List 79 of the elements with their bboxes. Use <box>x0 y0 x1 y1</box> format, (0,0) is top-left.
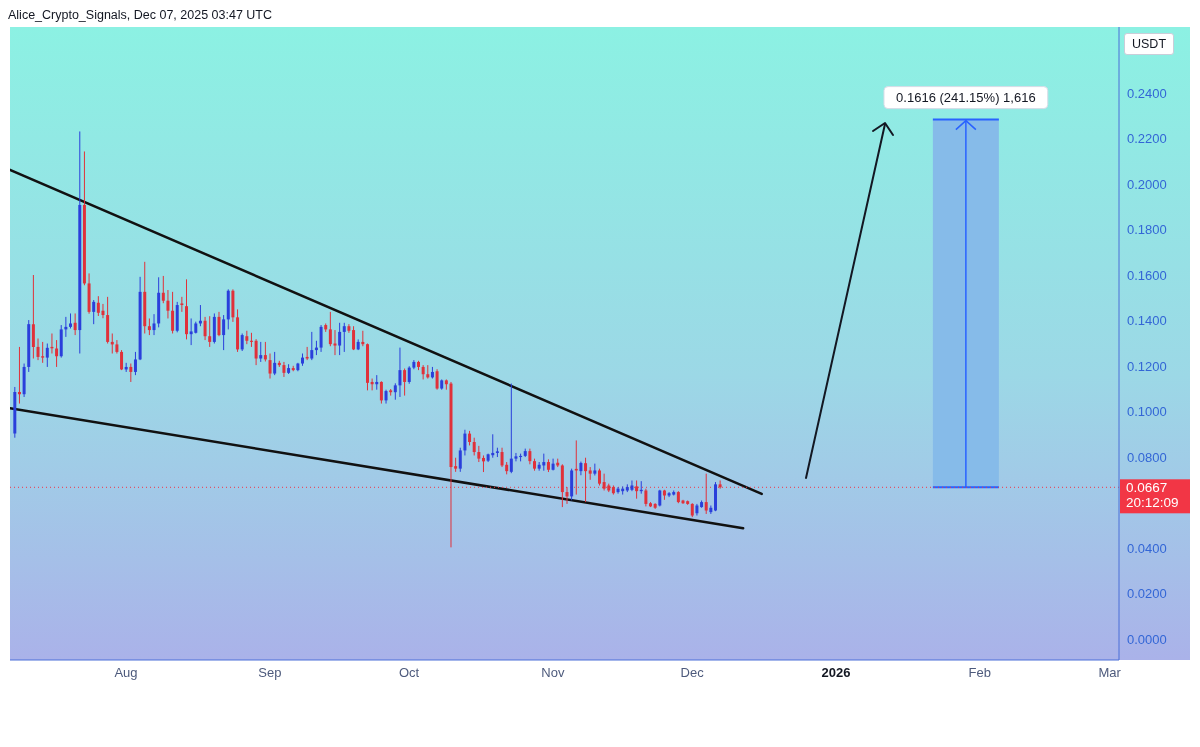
candlestick <box>92 299 96 325</box>
candlestick <box>398 347 402 398</box>
y-tick-label: 0.2400 <box>1127 85 1167 101</box>
y-tick-label: 0.2200 <box>1127 131 1167 147</box>
x-tick-label: Feb <box>968 665 991 681</box>
candlestick <box>718 479 722 490</box>
x-tick-label: Sep <box>258 665 282 681</box>
candlestick <box>254 338 258 366</box>
candlestick <box>463 429 467 456</box>
y-tick-label: 0.1600 <box>1127 267 1167 283</box>
candlestick <box>352 325 356 351</box>
text: 20:12:09 <box>1126 495 1179 511</box>
y-tick-label: 0.1400 <box>1127 313 1167 329</box>
x-tick-label: Oct <box>398 665 420 681</box>
candlestick <box>263 341 267 362</box>
x-tick-label: 2026 <box>821 665 851 681</box>
y-tick-label: 0.0800 <box>1127 449 1167 465</box>
candlestick <box>133 351 137 376</box>
candlestick <box>500 447 504 468</box>
candlestick <box>630 479 634 492</box>
candlestick <box>403 368 407 397</box>
candlestick <box>328 311 332 347</box>
candlestick <box>36 337 40 361</box>
y-tick-label: 0.2000 <box>1127 176 1167 192</box>
candlestick <box>273 351 277 376</box>
y-axis-title: USDT <box>1124 33 1175 55</box>
candlestick <box>635 479 639 500</box>
y-tick-label: 0.1000 <box>1127 404 1167 420</box>
candlestick <box>45 343 49 368</box>
candlestick <box>161 275 165 304</box>
candlestick <box>222 314 226 351</box>
candlestick <box>249 332 253 348</box>
candlestick <box>584 457 588 503</box>
candlestick <box>616 486 620 495</box>
y-tick-label: 0.1800 <box>1127 222 1167 238</box>
candlestick <box>55 339 59 368</box>
candlestick <box>129 363 133 383</box>
candlestick <box>319 324 323 353</box>
candlestick <box>152 313 156 336</box>
x-tick-label: Aug <box>114 665 138 681</box>
candlestick <box>458 447 462 473</box>
candlestick <box>704 473 708 515</box>
candlestick <box>166 289 170 319</box>
y-tick-label: 0.0400 <box>1127 540 1167 556</box>
candlestick <box>120 349 124 371</box>
candlestick <box>41 341 45 364</box>
y-tick-label: 0.0000 <box>1127 631 1167 647</box>
data-label: 0.1616 (241.15%) 1,616 <box>896 90 1036 106</box>
y-tick-label: 0.1200 <box>1127 358 1167 374</box>
candlestick <box>333 329 337 356</box>
candlestick <box>73 312 77 336</box>
candlestick <box>115 339 119 355</box>
candlestick <box>565 486 569 505</box>
ref-line-label: 0.0667 <box>1126 480 1168 496</box>
x-tick-label: Mar <box>1098 665 1122 681</box>
y-tick-label: 0.0200 <box>1127 586 1167 602</box>
candlestick <box>342 322 346 353</box>
candlestick <box>31 274 35 360</box>
candlestick <box>208 315 212 348</box>
candlestick <box>259 341 263 363</box>
candlestick <box>338 322 342 356</box>
x-tick-label: Dec <box>680 665 705 681</box>
candlestick <box>268 353 272 380</box>
candlestick <box>282 361 286 378</box>
candlestick <box>171 291 175 334</box>
x-tick-label: Nov <box>541 665 565 681</box>
candlestick <box>189 317 193 346</box>
candlestick <box>180 296 184 313</box>
candlestick <box>514 452 518 462</box>
candlestick <box>435 368 439 391</box>
candlestick <box>509 383 513 474</box>
candlestick <box>379 380 383 405</box>
candlestick <box>217 311 221 337</box>
candlestick <box>96 295 100 317</box>
candlestick <box>101 303 105 319</box>
chart-title: Alice_Crypto_Signals, Dec 07, 2025 03:47 UTC <box>8 8 273 22</box>
candlestick <box>310 331 314 361</box>
candlestick <box>602 473 606 491</box>
candlestick <box>203 316 207 341</box>
